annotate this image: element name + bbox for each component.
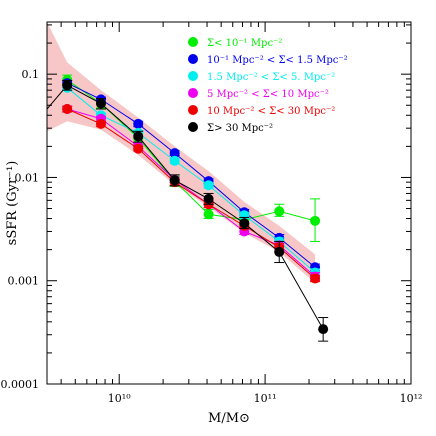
data-point [203,209,214,220]
data-point [318,324,329,335]
legend-entry: 1.5 Mpc⁻² < Σ< 5. Mpc⁻² [207,72,335,83]
legend-marker [188,88,198,98]
data-point [169,175,180,186]
y-tick-label: 0.001 [8,275,40,288]
data-point [62,103,73,114]
y-tick-label: 0.01 [15,171,40,184]
data-point [274,246,285,257]
legend-entry: 5 Mpc⁻² < Σ< 10 Mpc⁻² [207,89,329,100]
data-point [133,118,144,129]
data-point [310,215,321,226]
series-line-1 [66,82,316,268]
legend-entry: Σ> 30 Mpc⁻² [207,123,273,134]
legend: Σ< 10⁻¹ Mpc⁻² 10⁻¹ Mpc⁻² < Σ< 1.5 Mpc⁻² 1.… [188,37,348,134]
data-point [310,273,321,284]
data-point [62,80,73,91]
data-point [95,98,106,109]
data-point [274,206,285,217]
data-point [95,118,106,129]
ticks-layer: 10¹⁰ 10¹¹ 10¹² 0.0001 0.001 0.01 0.1 [1,22,423,405]
x-tick-label: 10¹⁰ [108,392,131,405]
legend-marker [188,54,198,64]
legend-marker [188,122,198,132]
legend-entry: 10 Mpc⁻² < Σ< 30 Mpc⁻² [207,106,335,117]
legend-entry: 10⁻¹ Mpc⁻² < Σ< 1.5 Mpc⁻² [207,55,348,66]
series-5 [62,79,329,342]
series-line-3 [67,108,316,277]
y-axis-title: sSFR (Gyr⁻¹) [5,161,20,246]
legend-marker [188,71,198,81]
series-line-4 [66,108,316,279]
x-tick-label: 10¹² [400,392,423,405]
legend-entry: Σ< 10⁻¹ Mpc⁻² [207,38,282,49]
y-tick-label: 0.1 [22,68,40,81]
data-point [203,180,214,191]
legend-marker [188,105,198,115]
y-tick-label: 0.0001 [1,378,40,391]
series-line-5 [66,84,324,330]
data-point [133,131,144,142]
data-point [133,143,144,154]
series-layer [47,74,329,342]
x-axis-title: M/M⊙ [208,411,250,426]
legend-marker [188,37,198,47]
x-tick-label: 10¹¹ [254,392,277,405]
data-point [203,193,214,204]
data-point [169,148,180,159]
series-line-2 [66,87,316,273]
data-point [239,218,250,229]
data-point [169,155,180,166]
axes-frame [46,21,412,385]
